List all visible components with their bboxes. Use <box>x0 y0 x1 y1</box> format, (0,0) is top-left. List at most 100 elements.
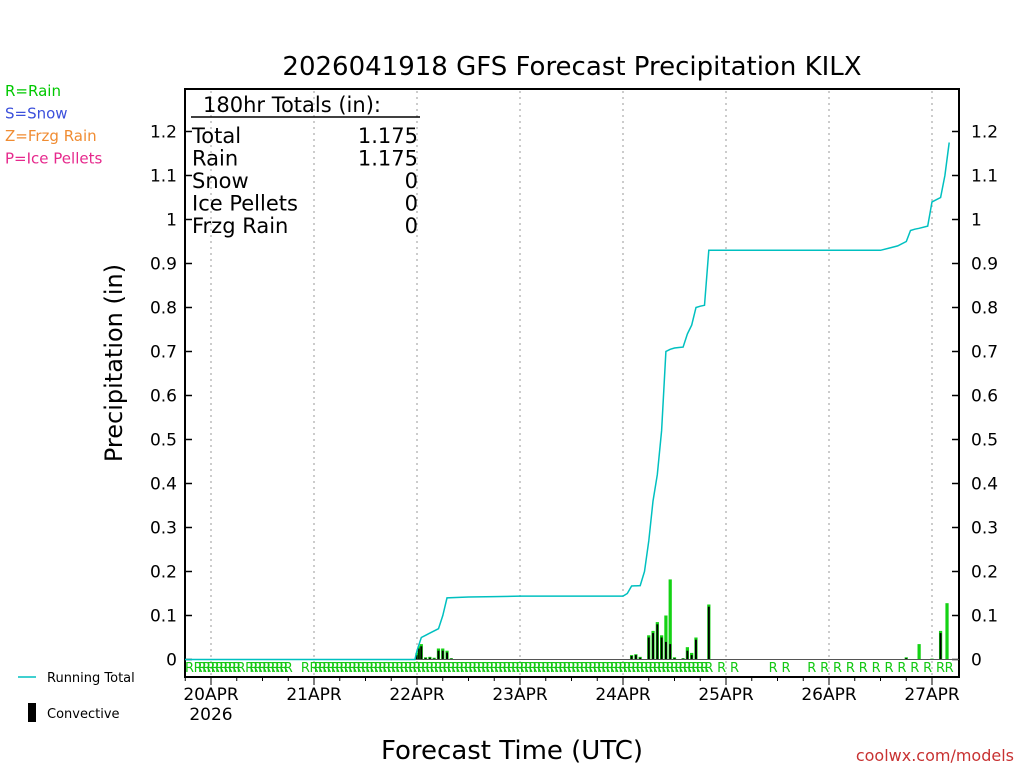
y-tick-right: 0.7 <box>971 343 998 363</box>
ptype-marker: R <box>318 661 327 676</box>
ptype-marker: R <box>185 661 194 676</box>
ptype-marker: R <box>846 661 855 676</box>
y-tick-left: 0.6 <box>150 387 177 407</box>
ptype-marker: R <box>378 661 387 676</box>
y-axis-label: Precipitation (in) <box>100 264 128 462</box>
ptype-marker: R <box>206 661 215 676</box>
ptype-marker: R <box>704 661 713 676</box>
ptype-marker: R <box>696 661 705 676</box>
ptype-marker: R <box>524 661 533 676</box>
ptype-marker: R <box>537 661 546 676</box>
convective-bar <box>660 637 663 660</box>
y-tick-left: 0 <box>166 651 177 671</box>
ptype-marker: R <box>691 661 700 676</box>
ptype-marker: R <box>584 661 593 676</box>
ptype-marker: R <box>254 661 263 676</box>
totals-label: Rain <box>192 147 238 171</box>
ptype-marker: R <box>468 661 477 676</box>
ptype-marker: R <box>224 661 233 676</box>
ptype-marker: R <box>558 661 567 676</box>
convective-bar <box>669 644 672 660</box>
ptype-marker: R <box>438 661 447 676</box>
x-tick-label: 27APR <box>904 685 960 705</box>
totals-box: 180hr Totals (in): Total 1.175 Rain 1.175 Sn… <box>191 93 420 238</box>
ptype-marker: R <box>661 661 670 676</box>
totals-value: 1.175 <box>358 124 418 148</box>
ptype-marker: R <box>666 661 675 676</box>
y-axis-left: 0 0.1 0.2 0.3 0.4 0.5 0.6 0.7 0.8 0.9 1 1.1 1.2 <box>150 123 192 671</box>
x-tick-label: 26APR <box>801 685 857 705</box>
ptype-marker: R <box>936 661 945 676</box>
totals-value: 1.175 <box>358 147 418 171</box>
running-total-line <box>185 142 950 661</box>
ptype-marker: R <box>511 661 520 676</box>
y-tick-right: 0.6 <box>971 387 998 407</box>
y-tick-left: 0.1 <box>150 607 177 627</box>
y-tick-left: 0.2 <box>150 563 177 583</box>
ptype-marker: R <box>370 661 379 676</box>
y-tick-left: 1.1 <box>150 167 177 187</box>
x-tick-label: 22APR <box>389 685 445 705</box>
ptype-marker: R <box>387 661 396 676</box>
ptype-marker: R <box>498 661 507 676</box>
ptype-marker: R <box>554 661 563 676</box>
ptype-marker: R <box>885 661 894 676</box>
ptype-marker: R <box>679 661 688 676</box>
convective-bar <box>905 658 908 660</box>
ptype-marker: R <box>520 661 529 676</box>
ptype-marker: R <box>657 661 666 676</box>
totals-label: Snow <box>192 169 249 193</box>
ptype-marker: R <box>580 661 589 676</box>
legend-type-1: S=Snow <box>5 105 68 123</box>
ptype-marker: R <box>361 661 370 676</box>
convective-bar <box>664 641 667 660</box>
ptype-marker: R <box>404 661 413 676</box>
precip-bar <box>945 603 949 660</box>
ptype-marker: R <box>464 661 473 676</box>
ptype-marker: R <box>653 661 662 676</box>
ptype-marker: R <box>344 661 353 676</box>
x-tick-label: 25APR <box>698 685 754 705</box>
totals-label: Frzg Rain <box>192 214 288 238</box>
precip-bar <box>917 644 921 660</box>
convective-bar <box>437 650 440 660</box>
totals-value: 0 <box>405 169 418 193</box>
ptype-marker: R <box>528 661 537 676</box>
y-tick-right: 1.1 <box>971 167 998 187</box>
convective-bar <box>418 648 421 660</box>
convective-bar <box>673 658 676 660</box>
x-tick-label: 23APR <box>492 685 548 705</box>
running-total-legend-label: Running Total <box>47 671 135 686</box>
ptype-marker: R <box>910 661 919 676</box>
ptype-marker: R <box>597 661 606 676</box>
convective-bar <box>656 624 659 660</box>
y-tick-right: 0.3 <box>971 519 998 539</box>
y-tick-right: 0.4 <box>971 475 998 495</box>
ptype-marker: R <box>331 661 340 676</box>
ptype-marker: R <box>284 661 293 676</box>
ptype-marker: R <box>601 661 610 676</box>
ptype-marker: R <box>481 661 490 676</box>
ptype-marker: R <box>271 661 280 676</box>
ptype-marker: R <box>443 661 452 676</box>
convective-bar <box>707 606 710 660</box>
ptype-marker: R <box>460 661 469 676</box>
plot-frame <box>184 88 960 678</box>
legend-type-0: R=Rain <box>5 82 61 100</box>
ptype-marker: R <box>412 661 421 676</box>
convective-bar <box>690 655 693 660</box>
gridlines <box>210 91 933 675</box>
convective-bar <box>424 658 427 660</box>
x-tick-label: 21APR <box>286 685 342 705</box>
ptype-marker: R <box>322 661 331 676</box>
ptype-marker: R <box>546 661 555 676</box>
ptype-marker: R <box>258 661 267 676</box>
ptype-marker: R <box>833 661 842 676</box>
convective-swatch <box>28 703 36 722</box>
chart-title: 2026041918 GFS Forecast Precipitation KI… <box>282 52 861 82</box>
precip-bar <box>668 579 672 660</box>
ptype-marker: R <box>237 661 246 676</box>
convective-bar <box>694 639 697 660</box>
